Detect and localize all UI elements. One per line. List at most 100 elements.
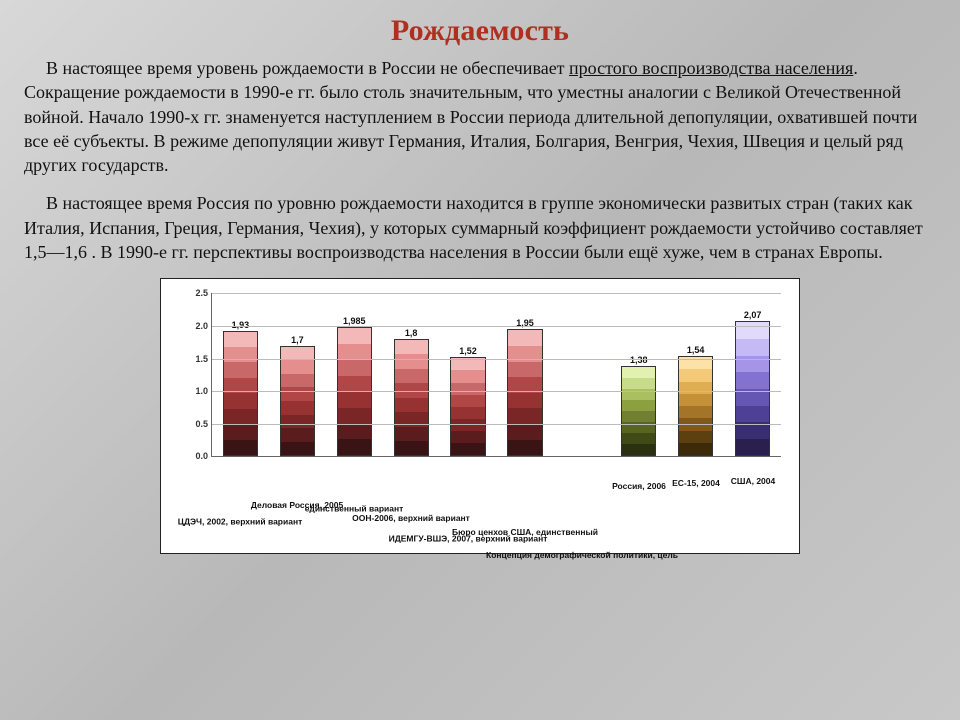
bars-container: 1,931,71,9851,81,521,951,381,542,07 (212, 293, 781, 456)
bar-segment (224, 347, 257, 362)
x-label-text: ЕС-15, 2004 (672, 478, 720, 488)
bar-slot (553, 293, 610, 456)
slide-title: Рождаемость (24, 14, 936, 48)
bar-segment (622, 433, 655, 444)
y-tick-label: 0.5 (176, 419, 208, 429)
bar-segment (679, 394, 712, 406)
bar-segment (281, 415, 314, 429)
x-label: Концепция демографической политики, цель (553, 457, 610, 547)
x-label: Россия, 2006 (610, 457, 667, 547)
bar-segment (281, 442, 314, 456)
bar-slot: 1,52 (440, 293, 497, 456)
bar-segment (451, 383, 484, 395)
x-axis-labels: ЦДЭЧ, 2002, верхний вариантДеловая Росси… (211, 457, 781, 547)
bar-segment (508, 330, 541, 346)
bar-slot: 1,8 (383, 293, 440, 456)
bar: 1,95 (507, 329, 542, 456)
bar-segment (395, 340, 428, 354)
bar-segment (508, 393, 541, 409)
x-label: Бюро ценхов США, единственный (496, 457, 553, 547)
bar-slot: 1,95 (497, 293, 554, 456)
plot-area: 1,931,71,9851,81,521,951,381,542,07 0.00… (211, 293, 781, 457)
bar-segment (338, 328, 371, 344)
y-tick-label: 1.0 (176, 386, 208, 396)
bar-segment (451, 431, 484, 443)
bar-segment (622, 378, 655, 389)
bar-segment (508, 440, 541, 456)
bar-segment (451, 395, 484, 407)
grid-line (212, 293, 781, 294)
bar-value-label: 1,52 (459, 346, 477, 358)
link-reproduction[interactable]: простого воспроизводства населения (569, 58, 853, 78)
paragraph-1: В настоящее время уровень рождаемости в … (24, 56, 936, 177)
y-tick-label: 0.0 (176, 451, 208, 461)
bar-segment (736, 439, 769, 456)
bar-value-label: 1,95 (516, 318, 534, 330)
bar-segment (395, 441, 428, 455)
bar-slot: 1,38 (610, 293, 667, 456)
bar-segment (679, 431, 712, 443)
bar-segment (451, 358, 484, 370)
bar-segment (508, 424, 541, 440)
bar-segment (395, 369, 428, 383)
bar-segment (281, 360, 314, 374)
bar: 1,93 (223, 331, 258, 457)
bar: 1,38 (621, 366, 656, 456)
bar-segment (224, 332, 257, 347)
bar-segment (224, 362, 257, 377)
bar: 1,54 (678, 356, 713, 456)
bar-segment (224, 424, 257, 439)
bar-segment (281, 401, 314, 415)
bar-value-label: 1,54 (687, 345, 705, 357)
bar-segment (679, 406, 712, 418)
bar-segment (736, 372, 769, 389)
bar-segment (338, 424, 371, 440)
bar-segment (622, 411, 655, 422)
bar-chart: 1,931,71,9851,81,521,951,381,542,07 0.00… (160, 278, 800, 554)
x-label-text: Концепция демографической политики, цель (486, 550, 678, 560)
bar-segment (224, 393, 257, 408)
x-label-text: Россия, 2006 (612, 481, 666, 491)
bar-segment (508, 408, 541, 424)
bar-segment (395, 427, 428, 441)
bar-segment (395, 398, 428, 412)
bar-segment (338, 376, 371, 392)
bar-segment (338, 344, 371, 360)
grid-line (212, 359, 781, 360)
bar-segment (736, 406, 769, 423)
grid-line (212, 424, 781, 425)
slide: Рождаемость В настоящее время уровень ро… (0, 0, 960, 720)
bar-segment (622, 400, 655, 411)
bar-segment (451, 419, 484, 431)
x-label: США, 2004 (724, 457, 781, 547)
paragraph-2: В настоящее время Россия по уровню рожда… (24, 191, 936, 264)
para1-text-a: В настоящее время уровень рождаемости в … (46, 58, 569, 78)
bar-segment (338, 439, 371, 455)
bar-segment (224, 440, 257, 455)
bar-segment (736, 322, 769, 339)
bar-segment (508, 362, 541, 378)
bar-segment (338, 392, 371, 408)
bar-slot: 1,54 (667, 293, 724, 456)
bar-slot: 1,985 (326, 293, 383, 456)
bar-segment (395, 354, 428, 368)
bar-value-label: 1,38 (630, 355, 648, 367)
bar-segment (451, 443, 484, 455)
bar-segment (679, 369, 712, 381)
bar-segment (622, 367, 655, 378)
bar-segment (736, 339, 769, 356)
bar-segment (451, 407, 484, 419)
y-tick-label: 2.5 (176, 288, 208, 298)
grid-line (212, 326, 781, 327)
bar-segment (224, 409, 257, 424)
bar-segment (281, 428, 314, 442)
chart-inner: 1,931,71,9851,81,521,951,381,542,07 0.00… (175, 287, 785, 547)
y-tick-label: 2.0 (176, 321, 208, 331)
bar-value-label: 1,8 (405, 328, 418, 340)
x-label: единственный вариант (325, 457, 382, 547)
bar-slot: 1,93 (212, 293, 269, 456)
bar-segment (338, 360, 371, 376)
x-label: ЕС-15, 2004 (667, 457, 724, 547)
bar-segment (281, 387, 314, 401)
bar-slot: 1,7 (269, 293, 326, 456)
